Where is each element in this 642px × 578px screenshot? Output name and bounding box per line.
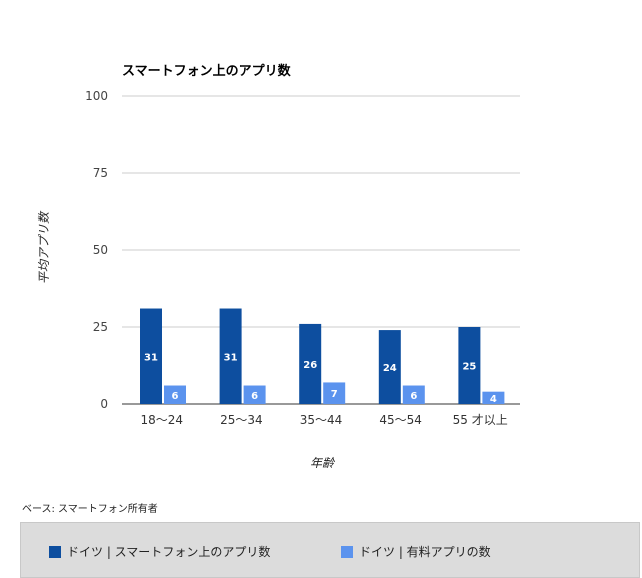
x-tick-label: 45〜54 (379, 413, 422, 427)
y-tick-label: 100 (85, 89, 108, 103)
data-label: 7 (331, 389, 338, 400)
legend-swatch-total-apps (49, 545, 61, 558)
bar[interactable] (140, 308, 162, 404)
y-tick-label: 75 (93, 166, 108, 180)
bar-chart: スマートフォン上のアプリ数 0 25 50 75 100 31 6 31 6 26 7 24 6 25 4… (37, 63, 520, 470)
x-tick-label: 18〜24 (141, 413, 184, 427)
y-tick-label: 0 (100, 397, 108, 411)
bar[interactable] (219, 308, 242, 404)
legend-label-paid-apps: ドイツ | 有料アプリの数 (359, 545, 491, 559)
bar[interactable] (458, 327, 481, 404)
legend: ドイツ | スマートフォン上のアプリ数 ドイツ | 有料アプリの数 (20, 522, 640, 578)
x-tick-label: 35〜44 (300, 413, 343, 427)
data-label: 6 (172, 391, 179, 402)
bars: 31 6 31 6 26 7 24 6 25 4 (140, 308, 505, 405)
chart-title: スマートフォン上のアプリ数 (122, 63, 292, 79)
y-axis-label: 平均アプリ数 (37, 210, 51, 284)
data-label: 26 (303, 360, 317, 371)
x-tick-label: 55 才以上 (453, 413, 508, 427)
x-tick-labels: 18〜24 25〜34 35〜44 45〜54 55 才以上 (141, 413, 508, 427)
y-tick-labels: 0 25 50 75 100 (85, 89, 108, 411)
y-tick-label: 25 (93, 320, 108, 334)
bar[interactable] (323, 382, 346, 404)
y-tick-label: 50 (93, 243, 108, 257)
bar[interactable] (243, 385, 266, 404)
x-tick-label: 25〜34 (220, 413, 263, 427)
legend-swatch-paid-apps (341, 545, 353, 558)
data-label: 31 (224, 352, 238, 363)
bar[interactable] (299, 323, 322, 404)
x-axis-label: 年齢 (310, 456, 336, 470)
bar[interactable] (482, 391, 505, 404)
grid-lines (122, 95, 520, 405)
base-note: ベース: スマートフォン所有者 (22, 504, 158, 515)
data-label: 31 (144, 352, 158, 363)
legend-label-total-apps: ドイツ | スマートフォン上のアプリ数 (67, 545, 271, 559)
data-label: 24 (383, 363, 397, 374)
bar[interactable] (164, 385, 186, 404)
data-label: 6 (410, 391, 417, 402)
bar[interactable] (402, 385, 425, 404)
data-label: 6 (251, 391, 258, 402)
bar[interactable] (378, 330, 401, 404)
data-label: 25 (462, 362, 476, 373)
legend-item-paid-apps[interactable]: ドイツ | 有料アプリの数 (341, 543, 491, 560)
legend-item-total-apps[interactable]: ドイツ | スマートフォン上のアプリ数 (49, 543, 270, 560)
data-label: 4 (490, 394, 497, 405)
